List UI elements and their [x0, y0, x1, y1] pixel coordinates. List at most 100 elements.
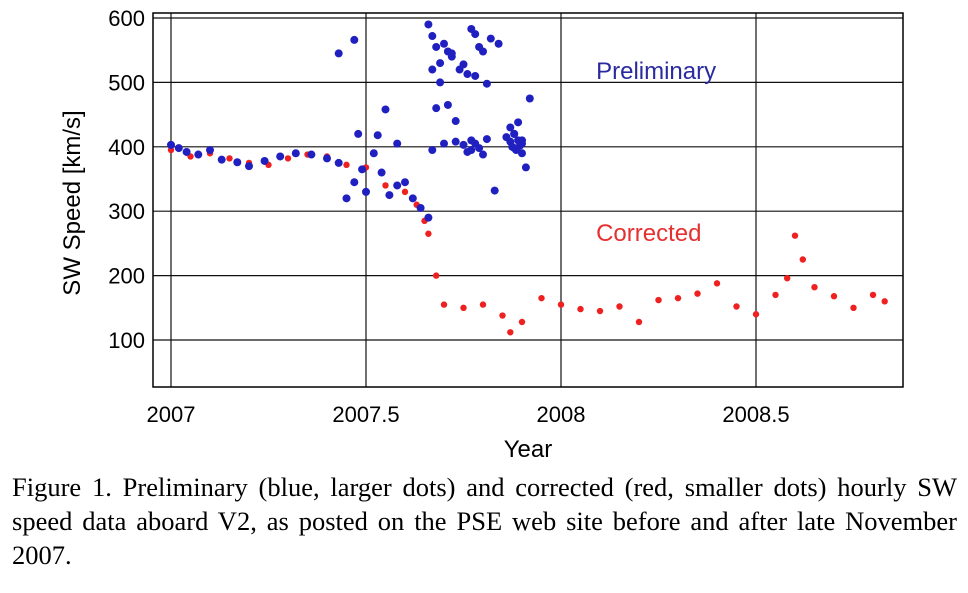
preliminary-point	[440, 39, 448, 48]
preliminary-point	[334, 158, 343, 167]
y-tick-label: 200	[108, 264, 145, 289]
preliminary-point	[479, 47, 487, 56]
corrected-point	[655, 296, 662, 304]
corrected-point	[733, 303, 740, 310]
preliminary-point	[475, 144, 484, 153]
preliminary-point	[307, 150, 316, 159]
corrected-point	[596, 307, 604, 315]
preliminary-point	[194, 150, 203, 159]
corrected-point	[507, 329, 514, 336]
preliminary-point	[428, 32, 437, 41]
corrected-point	[881, 298, 888, 305]
y-tick-label: 600	[108, 6, 145, 31]
preliminary-point	[393, 139, 402, 148]
preliminary-point	[443, 100, 452, 109]
corrected-point	[401, 188, 409, 196]
preliminary-point	[440, 139, 448, 148]
preliminary-point	[436, 59, 445, 68]
preliminary-point	[424, 20, 433, 29]
preliminary-point	[260, 156, 269, 165]
preliminary-point	[428, 65, 437, 74]
corrected-point	[577, 305, 584, 313]
preliminary-point	[518, 149, 526, 158]
corrected-point	[784, 274, 791, 282]
preliminary-point	[494, 39, 503, 48]
preliminary-point	[506, 123, 515, 132]
preliminary-point	[385, 191, 394, 200]
preliminary-point	[525, 94, 534, 103]
preliminary-point	[424, 213, 433, 222]
corrected-point	[425, 230, 432, 237]
annotation-corrected: Corrected	[596, 220, 701, 247]
corrected-point	[499, 312, 506, 319]
preliminary-point	[514, 118, 523, 127]
preliminary-point	[358, 165, 367, 174]
preliminary-point	[521, 163, 530, 172]
preliminary-point	[416, 203, 425, 212]
preliminary-point	[362, 187, 370, 196]
preliminary-point	[291, 149, 300, 158]
corrected-point	[791, 232, 799, 239]
preliminary-point	[459, 60, 468, 69]
preliminary-point	[486, 34, 495, 43]
figure-caption: Figure 1. Preliminary (blue, larger dots…	[12, 472, 957, 570]
preliminary-point	[408, 194, 417, 203]
preliminary-point	[182, 147, 191, 156]
corrected-point	[772, 291, 779, 299]
preliminary-point	[350, 35, 359, 44]
preliminary-point	[510, 129, 519, 138]
corrected-series	[167, 146, 888, 336]
y-tick-label: 500	[108, 70, 145, 95]
preliminary-point	[350, 178, 359, 187]
x-tick-label: 2008	[537, 402, 586, 427]
corrected-point	[616, 303, 623, 310]
corrected-point	[460, 304, 467, 311]
y-tick-label: 300	[108, 199, 145, 224]
corrected-point	[674, 294, 682, 302]
preliminary-point	[217, 155, 226, 164]
preliminary-point	[401, 178, 409, 187]
preliminary-point	[174, 144, 183, 153]
corrected-point	[713, 280, 721, 287]
corrected-point	[850, 304, 857, 311]
corrected-point	[518, 318, 526, 326]
corrected-point	[343, 161, 350, 169]
tick-labels: 600 500 400 300 200 100 2007 2007.5 2008 2008.5	[108, 6, 789, 427]
scatter-chart: 600 500 400 300 200 100 2007 2007.5 2008 2008.5 Y…	[59, 6, 904, 463]
corrected-point	[811, 283, 818, 291]
preliminary-point	[482, 79, 491, 88]
preliminary-point	[447, 49, 456, 58]
y-tick-label: 100	[108, 328, 145, 353]
preliminary-point	[463, 70, 472, 79]
preliminary-point	[479, 150, 487, 159]
preliminary-point	[276, 152, 285, 161]
corrected-point	[830, 293, 838, 300]
corrected-point	[635, 318, 643, 326]
x-axis-label: Year	[504, 436, 553, 463]
preliminary-point	[377, 168, 386, 177]
preliminary-point	[432, 104, 441, 113]
preliminary-point	[518, 139, 526, 148]
corrected-point	[799, 256, 806, 263]
corrected-point	[433, 272, 440, 279]
preliminary-point	[334, 49, 343, 58]
x-tick-label: 2007.5	[332, 402, 399, 427]
preliminary-point	[323, 154, 331, 163]
preliminary-point	[467, 146, 476, 155]
corrected-point	[557, 301, 565, 308]
preliminary-point	[354, 129, 363, 138]
preliminary-point	[342, 194, 351, 203]
preliminary-point	[245, 162, 253, 171]
preliminary-point	[510, 144, 519, 153]
preliminary-point	[482, 135, 491, 144]
preliminary-point	[432, 42, 441, 51]
corrected-point	[284, 155, 292, 162]
y-axis-label: SW Speed [km/s]	[59, 110, 86, 295]
preliminary-point	[451, 117, 460, 126]
preliminary-point	[393, 181, 402, 190]
preliminary-point	[233, 158, 242, 167]
corrected-point	[694, 290, 701, 297]
corrected-point	[538, 294, 545, 302]
corrected-point	[479, 301, 487, 308]
